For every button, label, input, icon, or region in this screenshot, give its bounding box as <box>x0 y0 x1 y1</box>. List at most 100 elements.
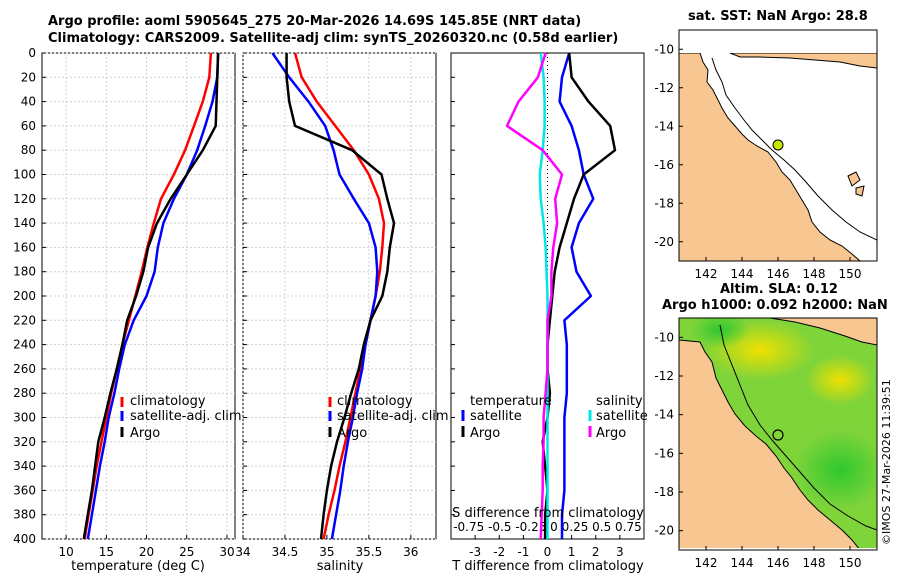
sla-map-title-line2: Argo h1000: 0.092 h2000: NaN <box>662 298 888 313</box>
difference-top-xlabel: S difference from climatology <box>452 506 644 521</box>
x-tick-label: -3 <box>469 545 481 559</box>
x-tick-label: 36 <box>403 545 418 559</box>
lat-tick-label: -14 <box>654 119 674 133</box>
bathymetry-contour <box>719 324 877 531</box>
x-tick-label: 25 <box>179 545 194 559</box>
land-australia <box>679 339 860 548</box>
land-new-guinea <box>769 318 877 346</box>
depth-tick-label: 360 <box>13 483 36 497</box>
lon-tick-label: 144 <box>731 556 754 570</box>
islands <box>847 171 865 197</box>
lon-tick-label: 146 <box>767 267 790 281</box>
lat-tick-label: -10 <box>654 42 674 56</box>
lon-tick-label: 144 <box>731 267 754 281</box>
lat-tick-label: -18 <box>654 485 674 499</box>
figure-title-line1: Argo profile: aoml 5905645_275 20-Mar-20… <box>48 14 582 29</box>
series-line-t-satellite <box>558 52 595 539</box>
difference-xlabel: T difference from climatology <box>451 559 644 574</box>
x-tick-label: 15 <box>99 545 114 559</box>
lat-tick-label: -18 <box>654 196 674 210</box>
depth-tick-label: 120 <box>13 192 36 206</box>
depth-tick-label: 60 <box>21 119 36 133</box>
depth-tick-label: 0 <box>28 46 36 60</box>
land-australia <box>679 53 861 261</box>
depth-tick-label: 200 <box>13 289 36 303</box>
x-tick-label: 0 <box>544 545 552 559</box>
sla-map-title-line1: Altim. SLA: 0.12 <box>720 282 838 297</box>
legend-label-climatology: climatology <box>130 394 206 409</box>
depth-tick-label: 300 <box>13 411 36 425</box>
difference-plot: -3 -2 -1 0 1 2 3-0.75 -0.5 -0.25 0 0.25 0.5 0.… <box>451 52 642 559</box>
argo-profile-marker <box>772 139 784 151</box>
legend-label-s-argo: Argo <box>596 426 626 441</box>
salinity-legend: climatology satellite-adj. clim Argo <box>328 394 449 441</box>
x-tick-label: 2 <box>592 545 600 559</box>
x-tick-label: -1 <box>517 545 529 559</box>
sla-map <box>679 318 877 548</box>
sla-low-blob <box>690 318 750 348</box>
depth-tick-label: 180 <box>13 265 36 279</box>
series-line-s-satellite <box>538 52 549 539</box>
legend-label-argo: Argo <box>130 426 160 441</box>
lat-tick-label: -10 <box>654 330 674 344</box>
bathymetry-contour <box>711 57 877 241</box>
depth-axis-labels: 0 20 40 60 80 100 120 140 160 180 200 220 240 260 280 3… <box>13 46 36 546</box>
depth-tick-label: 160 <box>13 240 36 254</box>
depth-tick-label: 240 <box>13 338 36 352</box>
legend-label-s-satellite: satellite <box>596 409 648 424</box>
lon-tick-label: 148 <box>803 556 826 570</box>
series-line-s-argo <box>505 52 564 540</box>
depth-tick-label: 260 <box>13 362 36 376</box>
x-tick-label: 1 <box>568 545 576 559</box>
lon-tick-label: 150 <box>839 267 862 281</box>
x-tick-label: 3 <box>616 545 624 559</box>
x-tick-label: 35.5 <box>356 545 383 559</box>
salinity-plot: 34 34.5 35 35.5 36 <box>235 52 436 559</box>
lon-tick-label: 146 <box>767 556 790 570</box>
sla-low-blob <box>795 430 877 510</box>
sst-map <box>679 53 877 261</box>
depth-tick-label: 20 <box>21 70 36 84</box>
lon-tick-label: 142 <box>695 556 718 570</box>
x-tick-label: 10 <box>58 545 73 559</box>
sla-high-blob <box>805 355 875 405</box>
x-tick-label: 35 <box>319 545 334 559</box>
depth-tick-label: 380 <box>13 508 36 522</box>
x-tick-label: 34.5 <box>272 545 299 559</box>
legend-label-argo: Argo <box>337 426 367 441</box>
sst-map-title: sat. SST: NaN Argo: 28.8 <box>688 9 868 24</box>
salinity-xlabel: salinity <box>317 559 364 574</box>
x-tick-label: -2 <box>493 545 505 559</box>
argo-profile-marker <box>772 429 784 441</box>
depth-tick-label: 280 <box>13 386 36 400</box>
x-tick-label: 30 <box>219 545 234 559</box>
depth-tick-label: 100 <box>13 168 36 182</box>
temperature-plot: 10 15 20 25 30 <box>42 52 235 559</box>
legend-label-t-satellite: satellite <box>470 409 522 424</box>
land-new-guinea <box>729 53 877 69</box>
lat-tick-label: -12 <box>654 81 674 95</box>
figure-title-line2: Climatology: CARS2009. Satellite-adj cli… <box>48 31 619 46</box>
legend-label-climatology: climatology <box>337 394 413 409</box>
lat-tick-label: -20 <box>654 235 674 249</box>
lon-tick-label: 148 <box>803 267 826 281</box>
lat-tick-label: -14 <box>654 408 674 422</box>
lon-tick-label: 142 <box>695 267 718 281</box>
series-line-satellite-adj-clim <box>86 52 220 540</box>
legend-label-t-argo: Argo <box>470 426 500 441</box>
lat-tick-label: -16 <box>654 446 674 460</box>
series-line-satellite-adj-clim <box>271 52 379 540</box>
x-tick-label: 20 <box>139 545 154 559</box>
depth-tick-label: 40 <box>21 95 36 109</box>
difference-legend: temperature satellite Argo salinity sate… <box>461 394 648 441</box>
lon-tick-label: 150 <box>839 556 862 570</box>
temperature-xlabel: temperature (deg C) <box>71 559 205 574</box>
temperature-legend: climatology satellite-adj. clim Argo <box>120 394 242 441</box>
lat-tick-label: -20 <box>654 524 674 538</box>
legend-title-salinity: salinity <box>596 394 643 409</box>
lat-tick-label: -16 <box>654 158 674 172</box>
legend-title-temperature: temperature <box>470 394 552 409</box>
lat-tick-label: -12 <box>654 369 674 383</box>
sst-map-axes: 142 144 146 148 150 -10 -12 -14 -16 -18 -20 <box>654 42 861 281</box>
